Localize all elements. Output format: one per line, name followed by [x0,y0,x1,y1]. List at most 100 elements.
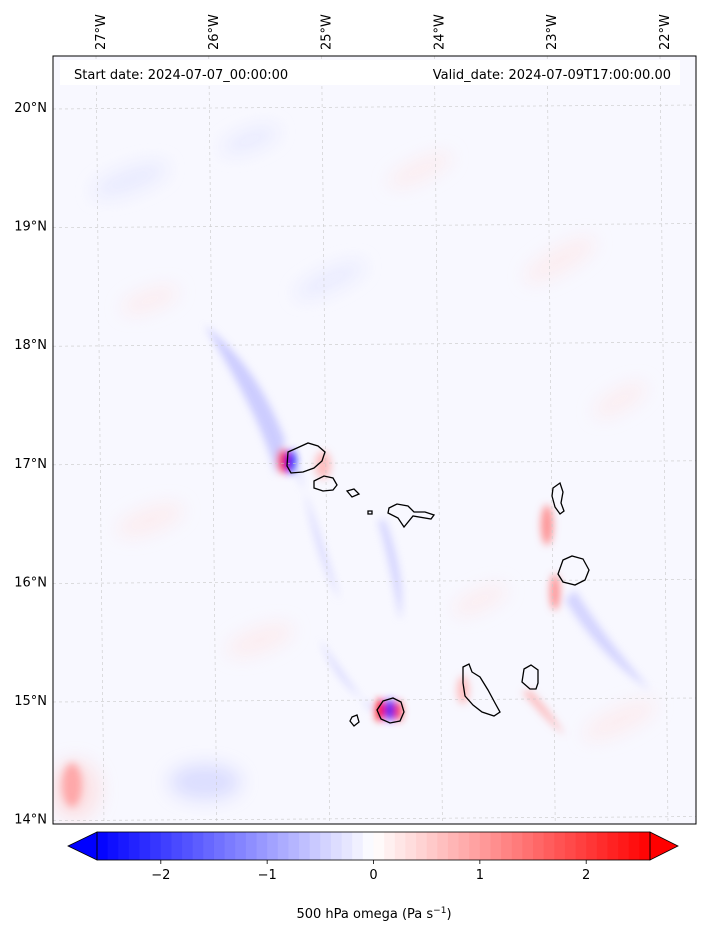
colorbar-cell [118,832,130,860]
colorbar-cell [384,832,396,860]
map-panel: Start date: 2024-07-07_00:00:00 Valid_da… [14,14,697,828]
lat-gridline [52,460,697,466]
colorbar-cell [97,832,109,860]
colorbar-cell [501,832,513,860]
island-fogo [376,697,405,724]
omega-field [53,126,657,820]
colorbar-extend-max [649,831,679,861]
colorbar-cell [341,832,353,860]
colorbar-cell [224,832,236,860]
lat-tick-label: 14°N [14,813,47,828]
omega-field-background-texture [53,126,657,820]
lon-gridline [321,55,330,825]
colorbar-cell [479,832,491,860]
lat-gridline [52,104,697,110]
colorbar-cell [299,832,311,860]
colorbar-cell [139,832,151,860]
lon-gridline [434,55,443,825]
longitude-tick-labels: 27°W 26°W 25°W 24°W 23°W 22°W [94,14,673,50]
omega-field-island-wakes [62,325,650,807]
map-background [53,56,696,824]
lon-tick-label: 22°W [658,14,673,50]
lat-tick-label: 20°N [14,101,47,116]
colorbar-cell [394,832,406,860]
islet-raso [367,510,373,515]
colorbar-cell [362,832,374,860]
lon-tick-label: 24°W [432,14,447,50]
island-santo-antao [286,442,326,474]
island-sao-vicente [313,475,338,492]
gridlines [52,55,697,825]
colorbar-cell [522,832,534,860]
lat-tick-label: 19°N [14,220,47,235]
colorbar-cell [309,832,321,860]
colorbar-cell [490,832,502,860]
colorbar-tick-label: −2 [151,868,170,883]
colorbar-cell [373,832,385,860]
colorbar-extend-min [67,831,98,861]
island-brava [349,714,360,727]
colorbar-cell [267,832,279,860]
colorbar-cell [575,832,587,860]
start-date-label: Start date: 2024-07-07_00:00:00 [74,68,288,83]
island-sao-nicolau [387,503,436,529]
colorbar-cell [182,832,194,860]
colorbar-label-sup: −1 [433,906,446,916]
colorbar-cell [203,832,215,860]
colorbar-cell [618,832,630,860]
lon-tick-label: 27°W [94,14,109,50]
colorbar-cell [107,832,119,860]
colorbar-label-end: ) [446,907,451,922]
colorbar-cell [405,832,417,860]
colorbar-cell [160,832,172,860]
colorbar-tick-label: 2 [582,868,590,883]
colorbar-cell [437,832,449,860]
lat-tick-label: 15°N [14,694,47,709]
lat-gridline [52,223,697,228]
colorbar-ticks: −2 −1 0 1 2 [151,860,590,883]
lat-tick-label: 17°N [14,457,47,472]
coastlines [286,442,590,727]
colorbar-cell [256,832,268,860]
header-box [60,60,680,85]
colorbar-label: 500 hPa omega (Pa s−1) [296,906,451,922]
colorbar-cell [277,832,289,860]
lat-gridline [52,579,697,584]
colorbar-cell [352,832,364,860]
colorbar-cell [192,832,204,860]
island-santiago [462,663,501,717]
colorbar-cells [97,832,651,860]
lon-gridline [546,55,556,825]
colorbar-cell [543,832,555,860]
island-boa-vista [557,555,590,586]
lon-gridline [208,55,218,825]
colorbar-cell [596,832,608,860]
colorbar-cell [426,832,438,860]
colorbar-cell [469,832,481,860]
lon-gridline [95,55,105,825]
lon-tick-label: 26°W [207,14,222,50]
colorbar-cell [586,832,598,860]
island-santa-luzia [345,488,361,498]
latitude-tick-labels: 20°N 19°N 18°N 17°N 16°N 15°N 14°N [14,101,47,828]
colorbar-cell [628,832,640,860]
lat-gridline [52,341,697,347]
colorbar-tick-label: −1 [258,868,277,883]
colorbar-cell [564,832,576,860]
lon-tick-label: 25°W [320,14,335,50]
colorbar-cell [235,832,247,860]
colorbar-cell [554,832,566,860]
lat-tick-label: 16°N [14,575,47,590]
lat-gridline [52,697,697,703]
colorbar: −2 −1 0 1 2 500 hPa omega (Pa s−1) [67,831,679,922]
lon-tick-label: 23°W [545,14,560,50]
colorbar-cell [533,832,545,860]
island-sal [551,481,565,515]
colorbar-cell [447,832,459,860]
colorbar-cell [288,832,300,860]
colorbar-cell [511,832,523,860]
colorbar-cell [416,832,428,860]
map-frame [52,55,697,825]
colorbar-cell [213,832,226,860]
